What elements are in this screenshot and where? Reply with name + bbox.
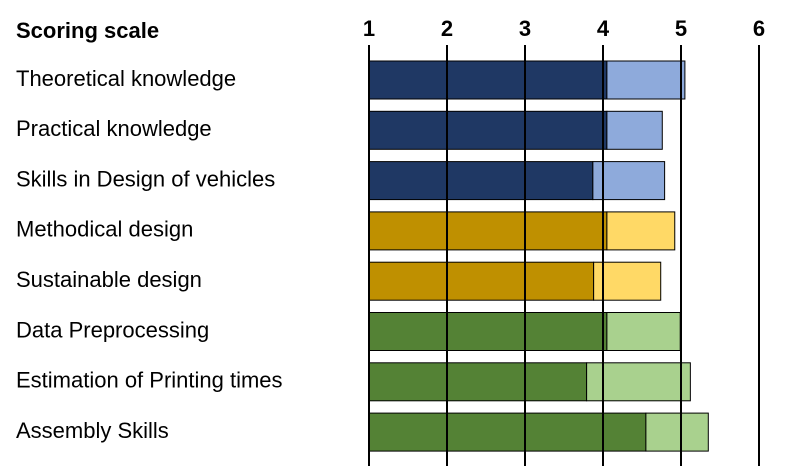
category-label: Assembly Skills [16, 418, 169, 443]
x-tick-label: 1 [363, 16, 375, 41]
bar-segment [368, 161, 594, 201]
bar-segment [368, 110, 608, 150]
bar-segment [606, 211, 676, 251]
bar-segment [606, 60, 686, 100]
chart-title: Scoring scale [16, 18, 159, 43]
bar-segment [645, 412, 709, 452]
category-label: Skills in Design of vehicles [16, 166, 275, 191]
category-label: Data Preprocessing [16, 317, 209, 342]
x-tick-label: 3 [519, 16, 531, 41]
bar-segment [368, 312, 608, 351]
bar-segment [606, 110, 663, 150]
category-label: Estimation of Printing times [16, 368, 283, 393]
category-label: Sustainable design [16, 267, 202, 292]
category-label: Practical knowledge [16, 116, 212, 141]
category-label: Theoretical knowledge [16, 66, 236, 91]
x-tick-label: 6 [753, 16, 765, 41]
x-tick-label: 5 [675, 16, 687, 41]
bar-segment [593, 261, 662, 301]
bar-segment [606, 312, 681, 351]
bar-segment [368, 211, 608, 251]
x-tick-label: 4 [597, 16, 610, 41]
bar-segment [368, 60, 608, 100]
bar-segment [368, 412, 647, 452]
category-label: Methodical design [16, 217, 193, 242]
bar-segment [592, 161, 666, 201]
x-tick-label: 2 [441, 16, 453, 41]
bar-segment [368, 261, 595, 301]
bar-segment [368, 362, 588, 402]
